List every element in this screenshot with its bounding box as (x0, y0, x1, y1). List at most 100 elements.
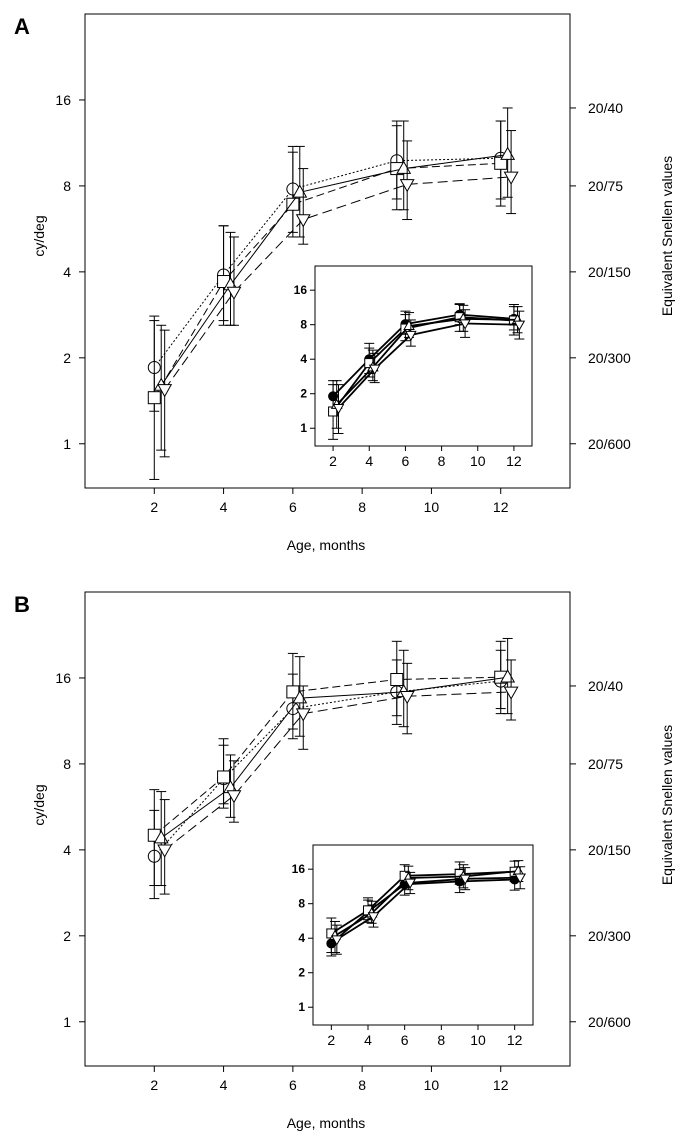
x-tick-label-b: 2 (150, 1077, 158, 1093)
inset-frame-a (314, 265, 533, 447)
inset-y-tick-label-b: 1 (298, 1000, 305, 1014)
x-tick-label-b: 4 (220, 1077, 228, 1093)
panel-letter-b: B (14, 592, 30, 617)
inset-x-tick-label-a: 2 (329, 453, 337, 469)
y-tick-label-a: 1 (63, 436, 71, 452)
inset-y-tick-label-b: 8 (298, 897, 305, 911)
inset-x-tick-label-a: 10 (470, 453, 486, 469)
x-tick-label-b: 10 (424, 1077, 440, 1093)
series-a-marker-down-triangle (399, 179, 415, 193)
x-axis-label-a: Age, months (287, 537, 366, 553)
y-tick-label-b: 16 (55, 670, 71, 686)
inset-series-a-marker-down-triangle (405, 330, 417, 342)
x-tick-label-b: 8 (358, 1077, 366, 1093)
inset-y-tick-label-a: 4 (300, 352, 307, 366)
y-tick-label-b: 2 (63, 928, 71, 944)
series-layer-b (147, 637, 519, 900)
x-tick-label-b: 12 (493, 1077, 509, 1093)
ticks-b: 2 4 6 8 10 1212481620/4020/7520/15020/30020/6… (55, 670, 631, 1093)
series-layer-a (147, 107, 519, 480)
snellen-tick-label-b: 20/600 (588, 1014, 631, 1030)
plot-frame-b (84, 591, 571, 1067)
series-a-marker-square (147, 391, 161, 405)
series-a-marker-down-triangle (226, 286, 242, 300)
x-axis-label-b: Age, months (287, 1115, 366, 1131)
snellen-tick-label-a: 20/40 (588, 100, 623, 116)
series-a-marker-down-triangle (295, 214, 311, 228)
inset-series-a-marker-down-triangle (459, 319, 471, 330)
x-tick-label-a: 12 (493, 499, 509, 515)
inset-y-tick-label-a: 16 (294, 283, 308, 297)
inset-x-tick-label-b: 4 (364, 1032, 372, 1048)
inset-x-tick-label-a: 6 (402, 453, 410, 469)
series-b-line-down-triangle (164, 691, 512, 851)
inset-series-a-marker-down-triangle (368, 364, 381, 375)
series-b-marker-down-triangle (503, 686, 519, 700)
panel-b-chart: B cy/deg Age, months Equivalent Snellen … (14, 591, 675, 1131)
y-tick-label-a: 8 (63, 178, 71, 194)
snellen-tick-label-a: 20/75 (588, 178, 623, 194)
inset-series-b-marker-down-triangle (514, 873, 526, 884)
series-b-line-up-triangle (160, 676, 508, 839)
inset-series-b-marker-down-triangle (404, 878, 416, 889)
y-axis-label-a: cy/deg (31, 215, 47, 256)
series-a-marker-down-triangle (157, 384, 173, 398)
y-tick-label-a: 4 (63, 264, 71, 280)
inset-x-tick-label-b: 6 (401, 1032, 409, 1048)
inset-series-b-marker-down-triangle (459, 874, 471, 885)
inset-series-b-marker-down-triangle (331, 935, 343, 946)
x-tick-label-a: 2 (150, 499, 158, 515)
inset-series-a-marker-up-triangle (403, 319, 415, 331)
series-b-marker-down-triangle (157, 844, 173, 858)
series-b-marker-square (217, 770, 231, 784)
y-tick-label-b: 1 (63, 1014, 71, 1030)
series-b-marker-down-triangle (226, 790, 242, 804)
series-b-marker-down-triangle (295, 708, 311, 722)
series-a-line-circle (153, 157, 501, 368)
inset-y-tick-label-a: 1 (300, 421, 307, 435)
inset-y-tick-label-a: 2 (300, 387, 307, 401)
inset-x-tick-label-b: 10 (470, 1032, 486, 1048)
series-b-marker-square (390, 673, 404, 687)
ticks-a: 2 4 6 8 10 1212481620/4020/7520/15020/30020/6… (55, 92, 631, 515)
snellen-tick-label-a: 20/300 (588, 350, 631, 366)
inset-x-tick-label-b: 8 (437, 1032, 445, 1048)
snellen-tick-label-a: 20/600 (588, 436, 631, 452)
y-tick-label-b: 4 (63, 842, 71, 858)
y-tick-label-a: 2 (63, 350, 71, 366)
x-tick-label-a: 8 (358, 499, 366, 515)
inset-x-tick-label-a: 8 (438, 453, 446, 469)
inset-series-a-marker-down-triangle (332, 403, 345, 415)
snellen-tick-label-b: 20/40 (588, 678, 623, 694)
y-tick-label-b: 8 (63, 756, 71, 772)
series-b-marker-down-triangle (399, 690, 415, 705)
snellen-axis-label-a: Equivalent Snellen values (659, 156, 675, 316)
inset-y-tick-label-b: 4 (298, 931, 305, 945)
inset-y-tick-label-b: 16 (292, 862, 306, 876)
panel-a-chart: A cy/deg Age, months Equivalent Snellen … (14, 13, 675, 553)
series-b-line-circle (153, 680, 501, 857)
series-a-marker-square (286, 197, 300, 211)
inset-series-a-marker-down-triangle (513, 320, 526, 331)
series-a-line-square (153, 162, 501, 398)
inset-series-b-marker-down-triangle (367, 912, 380, 923)
snellen-tick-label-b: 20/300 (588, 928, 631, 944)
snellen-axis-label-b: Equivalent Snellen values (659, 725, 675, 885)
x-tick-label-b: 6 (289, 1077, 297, 1093)
series-a-marker-square (494, 156, 508, 170)
y-tick-label-a: 16 (55, 92, 71, 108)
inset-x-tick-label-a: 4 (365, 453, 373, 469)
inset-y-tick-label-a: 8 (300, 318, 307, 332)
x-tick-label-a: 4 (220, 499, 228, 515)
snellen-tick-label-a: 20/150 (588, 264, 631, 280)
inset-x-tick-label-b: 12 (507, 1032, 523, 1048)
inset-x-tick-label-a: 12 (506, 453, 522, 469)
plot-frame-a (84, 13, 571, 489)
x-tick-label-a: 10 (424, 499, 440, 515)
series-b-line-square (153, 676, 501, 836)
inset-y-tick-label-b: 2 (298, 966, 305, 980)
panel-letter-a: A (14, 14, 30, 39)
